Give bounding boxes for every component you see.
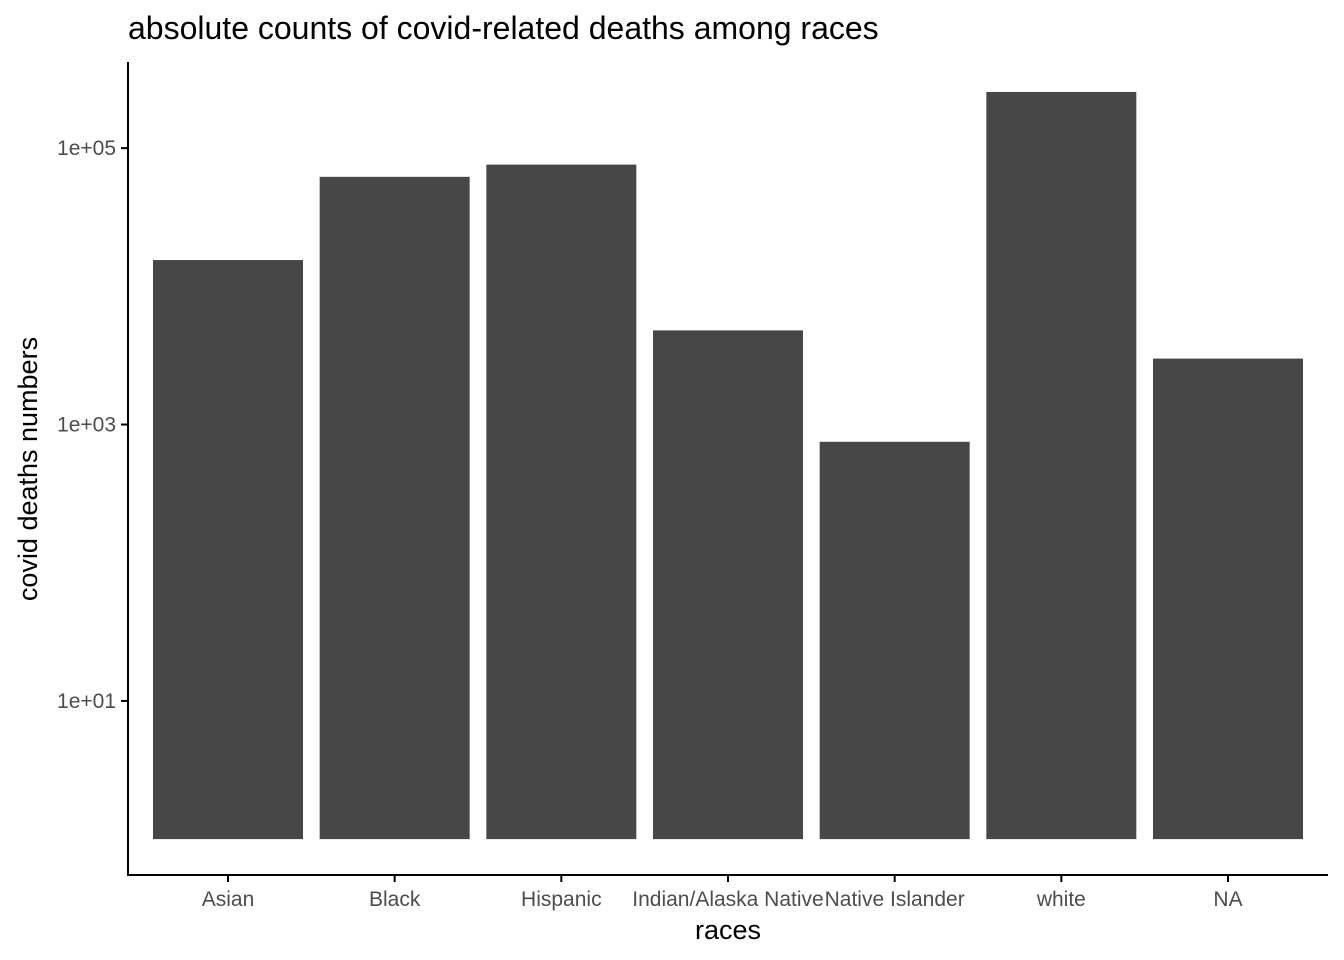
y-axis: 1e+01 1e+03 1e+05 [57,62,129,876]
bar-native-islander [819,441,970,840]
x-tick-label: Black [369,888,421,911]
y-axis-title: covid deaths numbers [13,337,43,601]
x-tick-label: NA [1213,888,1242,911]
x-tick-label: Native Islander [825,888,965,911]
x-tick-label: Indian/Alaska Native [632,888,823,911]
x-tick-label: Hispanic [521,888,602,911]
y-tick-label: 1e+01 [57,690,116,713]
bar-indian-alaska-native [653,330,803,840]
x-tick-label: white [1036,888,1086,911]
bar-na [1153,358,1303,840]
x-axis-title: races [695,915,761,945]
bar-hispanic [486,164,637,840]
y-tick-label: 1e+03 [57,414,116,437]
x-tick-label: Asian [202,888,255,911]
bar-white [986,91,1137,840]
bar-asian [153,260,303,840]
bars-group [153,91,1303,840]
chart-title: absolute counts of covid-related deaths … [128,10,879,46]
y-tick-label: 1e+05 [57,137,116,160]
bar-black [319,176,470,840]
x-axis: Asian Black Hispanic Indian/Alaska Native Na… [127,874,1328,911]
